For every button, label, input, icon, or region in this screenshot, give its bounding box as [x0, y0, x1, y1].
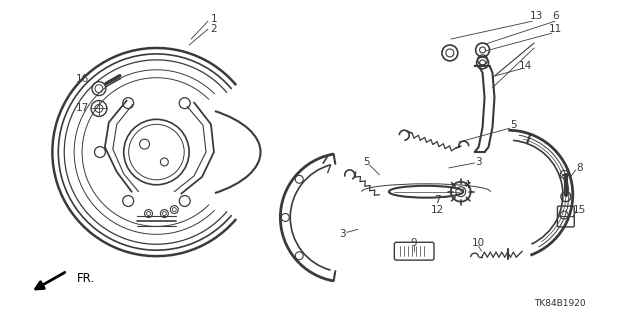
Text: 3: 3: [339, 229, 346, 239]
Text: 16: 16: [76, 74, 89, 84]
Text: 17: 17: [76, 103, 89, 114]
Text: 3: 3: [476, 157, 482, 167]
Text: 5: 5: [364, 157, 370, 167]
Text: 12: 12: [430, 204, 444, 215]
Text: 1: 1: [211, 14, 217, 24]
Text: 15: 15: [573, 204, 586, 215]
Text: 9: 9: [411, 238, 417, 248]
Text: FR.: FR.: [77, 272, 95, 286]
Text: 6: 6: [552, 11, 559, 21]
Text: 7: 7: [434, 195, 440, 205]
Text: 13: 13: [529, 11, 543, 21]
Text: 10: 10: [472, 238, 485, 248]
Text: 14: 14: [518, 61, 532, 71]
Text: 5: 5: [510, 120, 516, 130]
Text: 8: 8: [577, 163, 583, 173]
Text: 4: 4: [463, 180, 470, 190]
Text: 2: 2: [211, 24, 217, 34]
Text: 11: 11: [549, 24, 563, 34]
Text: TK84B1920: TK84B1920: [534, 299, 586, 308]
